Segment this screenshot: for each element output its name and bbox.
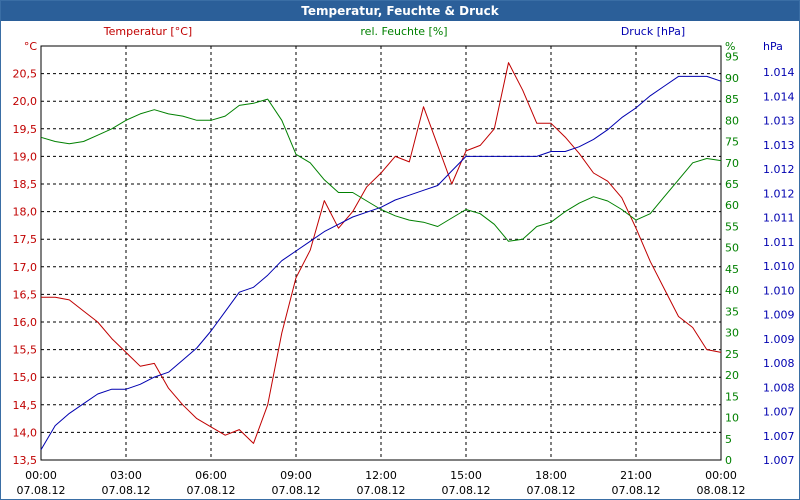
x-tick-date: 07.08.12 [357,484,406,497]
y-mid-unit: % [725,40,735,53]
x-tick-time: 00:00 [705,469,737,482]
x-tick-date: 08.08.12 [697,484,746,497]
x-tick-date: 07.08.12 [612,484,661,497]
y-mid-tick: 35 [725,305,739,318]
y-mid-tick: 25 [725,348,739,361]
hum-axis-label: rel. Feuchte [%] [360,25,447,38]
y-left-tick: 14,0 [13,426,38,439]
x-tick-time: 21:00 [620,469,652,482]
y-left-tick: 16,0 [13,316,38,329]
window-title: Temperatur, Feuchte & Druck [1,1,799,21]
y-mid-tick: 30 [725,327,739,340]
y-mid-tick: 70 [725,157,739,170]
y-right-tick: 1.013 [763,139,795,152]
temperature-line [41,62,722,444]
x-tick-time: 06:00 [195,469,227,482]
x-tick-time: 12:00 [365,469,397,482]
x-tick-date: 07.08.12 [527,484,576,497]
y-left-tick: 18,0 [13,206,38,219]
y-right-tick: 1.012 [763,163,795,176]
y-left-tick: 18,5 [13,178,38,191]
y-right-unit: hPa [763,40,783,53]
x-tick-date: 07.08.12 [17,484,66,497]
temp-axis-label: Temperatur [°C] [103,25,192,38]
y-mid-tick: 55 [725,220,739,233]
y-right-tick: 1.014 [763,90,795,103]
y-right-tick: 1.010 [763,284,795,297]
y-right-tick: 1.012 [763,187,795,200]
y-right-tick: 1.007 [763,454,795,467]
y-left-tick: 19,5 [13,123,38,136]
x-tick-time: 00:00 [25,469,57,482]
humidity-line [40,98,722,242]
y-right-tick: 1.007 [763,406,795,419]
x-tick-date: 07.08.12 [442,484,491,497]
y-mid-tick: 0 [725,454,732,467]
y-left-tick: 14,5 [13,399,38,412]
x-tick-time: 09:00 [280,469,312,482]
y-right-tick: 1.009 [763,309,795,322]
press-axis-label: Druck [hPa] [621,25,685,38]
y-left-unit: °C [24,40,38,53]
y-left-tick: 20,0 [13,95,38,108]
x-tick-time: 03:00 [110,469,142,482]
y-left-tick: 15,5 [13,344,38,357]
y-mid-tick: 45 [725,263,739,276]
y-mid-tick: 15 [725,390,739,403]
y-mid-tick: 80 [725,114,739,127]
y-right-tick: 1.009 [763,333,795,346]
y-mid-tick: 90 [725,72,739,85]
y-mid-tick: 75 [725,136,739,149]
y-right-tick: 1.014 [763,66,795,79]
y-mid-tick: 95 [725,51,739,64]
y-left-tick: 19,0 [13,150,38,163]
x-tick-time: 15:00 [450,469,482,482]
y-mid-tick: 85 [725,93,739,106]
y-left-tick: 17,0 [13,261,38,274]
y-right-tick: 1.013 [763,115,795,128]
y-mid-tick: 40 [725,284,739,297]
y-mid-tick: 60 [725,199,739,212]
x-tick-date: 07.08.12 [272,484,321,497]
y-mid-tick: 65 [725,178,739,191]
y-right-tick: 1.011 [763,236,795,249]
y-right-tick: 1.010 [763,260,795,273]
y-mid-tick: 20 [725,369,739,382]
x-tick-time: 18:00 [535,469,567,482]
x-tick-date: 07.08.12 [187,484,236,497]
y-right-tick: 1.011 [763,212,795,225]
y-left-tick: 13,5 [13,454,38,467]
pressure-line [40,75,722,451]
y-right-tick: 1.008 [763,357,795,370]
y-right-tick: 1.007 [763,430,795,443]
y-right-tick: 1.008 [763,381,795,394]
y-mid-tick: 5 [725,433,732,446]
y-left-tick: 15,0 [13,371,38,384]
y-left-tick: 16,5 [13,288,38,301]
y-left-tick: 20,5 [13,68,38,81]
y-mid-tick: 50 [725,242,739,255]
x-tick-date: 07.08.12 [102,484,151,497]
y-left-tick: 17,5 [13,233,38,246]
y-mid-tick: 10 [725,412,739,425]
